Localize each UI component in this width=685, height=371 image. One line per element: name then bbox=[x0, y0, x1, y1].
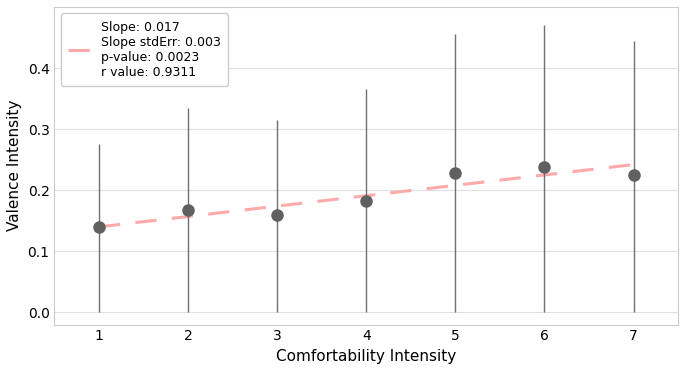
X-axis label: Comfortability Intensity: Comfortability Intensity bbox=[276, 349, 456, 364]
Legend: Slope: 0.017
Slope stdErr: 0.003
p-value: 0.0023
r value: 0.9311: Slope: 0.017 Slope stdErr: 0.003 p-value… bbox=[60, 13, 228, 86]
Y-axis label: Valence Intensity: Valence Intensity bbox=[7, 100, 22, 232]
